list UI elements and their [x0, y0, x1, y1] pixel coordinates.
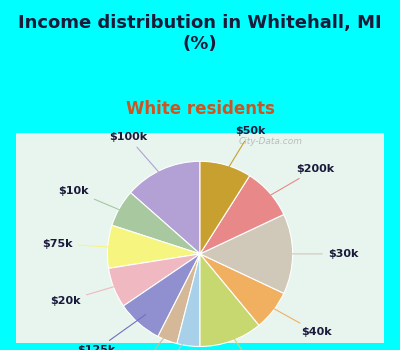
- Text: $10k: $10k: [58, 186, 129, 214]
- Text: City-Data.com: City-Data.com: [238, 137, 302, 146]
- Wedge shape: [107, 225, 200, 268]
- Text: $20k: $20k: [50, 284, 124, 306]
- Text: $60k: $60k: [228, 330, 274, 350]
- Text: $125k: $125k: [77, 315, 146, 350]
- Wedge shape: [130, 161, 200, 254]
- Text: White residents: White residents: [126, 100, 274, 118]
- Wedge shape: [200, 254, 284, 325]
- Text: $30k: $30k: [282, 249, 358, 259]
- Wedge shape: [112, 193, 200, 254]
- Wedge shape: [200, 254, 259, 346]
- Text: $200k: $200k: [262, 164, 334, 201]
- Text: > $200k: > $200k: [133, 334, 189, 350]
- Wedge shape: [200, 161, 250, 254]
- Text: $50k: $50k: [224, 126, 266, 176]
- Text: $100k: $100k: [109, 132, 166, 180]
- Wedge shape: [124, 254, 200, 336]
- Text: $150k: $150k: [117, 330, 170, 350]
- Text: Income distribution in Whitehall, MI
(%): Income distribution in Whitehall, MI (%): [18, 14, 382, 52]
- Wedge shape: [108, 254, 200, 306]
- Text: $75k: $75k: [42, 239, 119, 249]
- Wedge shape: [158, 254, 200, 344]
- Wedge shape: [200, 176, 284, 254]
- Wedge shape: [200, 215, 293, 293]
- Wedge shape: [177, 254, 200, 346]
- Text: $40k: $40k: [265, 303, 332, 337]
